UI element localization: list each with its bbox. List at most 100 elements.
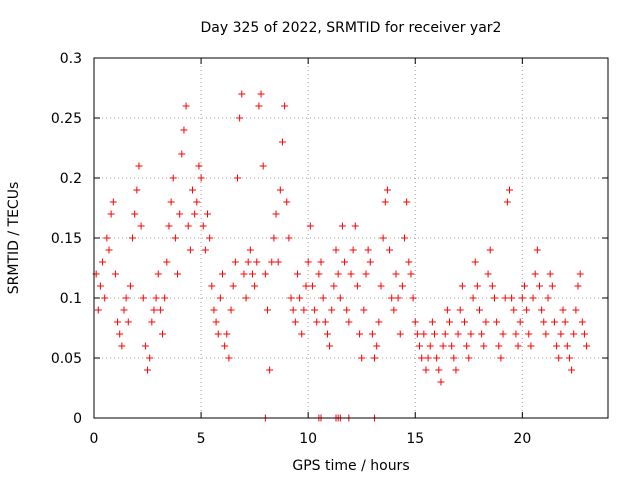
data-point — [418, 354, 426, 362]
data-point — [366, 258, 374, 266]
data-point — [334, 270, 342, 278]
data-point — [368, 330, 376, 338]
data-point — [240, 270, 248, 278]
data-point — [326, 342, 334, 350]
data-point — [401, 234, 409, 242]
data-point — [321, 318, 329, 326]
data-point — [388, 294, 396, 302]
data-point — [508, 294, 516, 302]
data-point — [99, 258, 107, 266]
data-point — [546, 270, 554, 278]
data-point — [437, 378, 445, 386]
data-point — [184, 222, 192, 230]
data-point — [169, 174, 177, 182]
data-point — [390, 306, 398, 314]
data-point — [448, 342, 456, 350]
data-point — [266, 366, 274, 374]
data-point — [118, 342, 126, 350]
x-tick-label: 20 — [513, 431, 531, 447]
data-point — [96, 282, 104, 290]
x-tick-label: 0 — [90, 431, 99, 447]
data-point — [195, 162, 203, 170]
data-point — [227, 306, 235, 314]
data-point — [300, 306, 308, 314]
data-point — [251, 282, 259, 290]
data-point — [398, 282, 406, 290]
data-point — [285, 234, 293, 242]
y-axis-label: SRMTID / TECUs — [6, 182, 22, 295]
data-point — [122, 294, 130, 302]
data-point — [471, 258, 479, 266]
data-point — [180, 126, 188, 134]
data-point — [206, 234, 214, 242]
data-point — [364, 246, 372, 254]
data-point — [231, 258, 239, 266]
data-point — [165, 222, 173, 230]
data-point — [94, 306, 102, 314]
data-point — [565, 354, 573, 362]
data-point — [126, 282, 134, 290]
data-points — [92, 90, 591, 422]
data-point — [293, 270, 301, 278]
data-point — [281, 102, 289, 110]
data-point — [272, 210, 280, 218]
data-point — [377, 282, 385, 290]
data-point — [570, 330, 578, 338]
data-point — [259, 162, 267, 170]
data-point — [520, 282, 528, 290]
data-point — [482, 318, 490, 326]
data-point — [154, 270, 162, 278]
data-point — [276, 186, 284, 194]
data-point — [533, 246, 541, 254]
data-point — [204, 210, 212, 218]
data-point — [219, 270, 226, 278]
data-point — [538, 306, 546, 314]
data-point — [133, 186, 141, 194]
x-tick-label: 10 — [299, 431, 317, 447]
data-point — [347, 270, 355, 278]
data-point — [469, 294, 477, 302]
data-point — [461, 318, 469, 326]
y-tick-label: 0.1 — [60, 291, 82, 307]
data-point — [396, 330, 404, 338]
data-point — [283, 198, 291, 206]
data-point — [435, 366, 443, 374]
y-tick-label: 0.25 — [51, 111, 82, 127]
data-point — [174, 270, 182, 278]
data-point — [268, 258, 276, 266]
data-point — [540, 318, 548, 326]
data-point — [246, 246, 254, 254]
data-point — [480, 342, 488, 350]
data-point — [193, 198, 201, 206]
x-tick-label: 5 — [197, 431, 206, 447]
data-point — [135, 162, 143, 170]
data-point — [411, 318, 419, 326]
data-point — [572, 306, 580, 314]
data-point — [236, 114, 244, 122]
data-point — [501, 294, 509, 302]
x-tick-label: 15 — [406, 431, 424, 447]
data-point — [261, 270, 269, 278]
data-point — [148, 318, 156, 326]
data-point — [531, 270, 539, 278]
data-point — [443, 306, 451, 314]
data-point — [311, 306, 319, 314]
y-tick-label: 0 — [73, 411, 82, 427]
data-point — [308, 282, 316, 290]
data-point — [323, 330, 331, 338]
data-point — [114, 318, 122, 326]
data-point — [161, 294, 169, 302]
data-point — [257, 90, 265, 98]
data-point — [473, 282, 481, 290]
data-point — [186, 246, 194, 254]
data-point — [216, 294, 224, 302]
data-point — [159, 330, 167, 338]
x-axis-label: GPS time / hours — [292, 458, 409, 474]
data-point — [270, 234, 278, 242]
data-point — [171, 234, 179, 242]
data-point — [486, 246, 494, 254]
data-point — [302, 282, 310, 290]
data-point — [139, 294, 147, 302]
data-point — [343, 306, 351, 314]
data-point — [416, 342, 424, 350]
